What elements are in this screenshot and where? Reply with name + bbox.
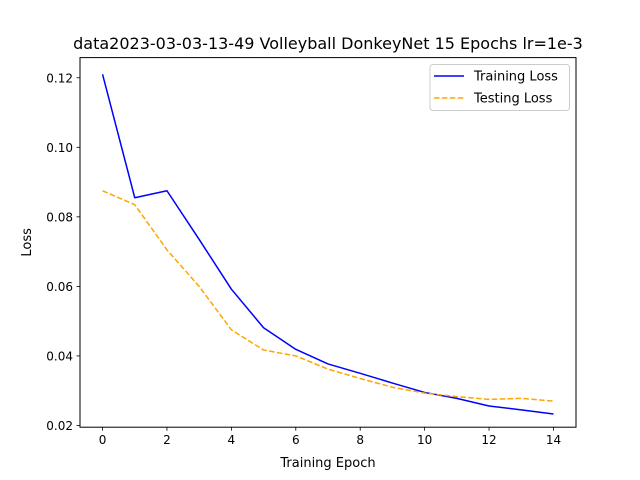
y-tick-label: 0.06: [46, 280, 73, 294]
y-tick-label: 0.08: [46, 210, 73, 224]
x-tick-label: 4: [228, 433, 236, 447]
x-tick-label: 12: [481, 433, 496, 447]
legend: Training Loss Testing Loss: [429, 64, 570, 111]
ticks-layer: 0 2 4 6 8 10 12 14 0.02 0.04 0.06 0.08 0.10 0.12: [46, 71, 561, 447]
legend-label-testing-loss: Testing Loss: [473, 92, 553, 107]
legend-label-training-loss: Training Loss: [473, 70, 558, 85]
y-tick-label: 0.10: [46, 141, 73, 155]
y-tick-label: 0.04: [46, 349, 73, 363]
y-axis-label: Loss: [20, 228, 35, 257]
x-axis-label: Training Epoch: [279, 456, 375, 471]
x-tick-label: 14: [546, 433, 561, 447]
x-tick-label: 0: [99, 433, 107, 447]
x-tick-label: 6: [292, 433, 300, 447]
x-tick-label: 2: [163, 433, 171, 447]
legend-box: [429, 64, 570, 111]
x-tick-label: 8: [356, 433, 364, 447]
y-tick-label: 0.02: [46, 419, 73, 433]
chart-title: data2023-03-03-13-49 Volleyball DonkeyNe…: [73, 34, 583, 53]
series-line-testing-loss: [102, 190, 554, 402]
plot-frame: [79, 57, 577, 428]
y-tick-label: 0.12: [46, 71, 73, 85]
x-tick-label: 10: [417, 433, 432, 447]
series-layer: [101, 74, 554, 415]
